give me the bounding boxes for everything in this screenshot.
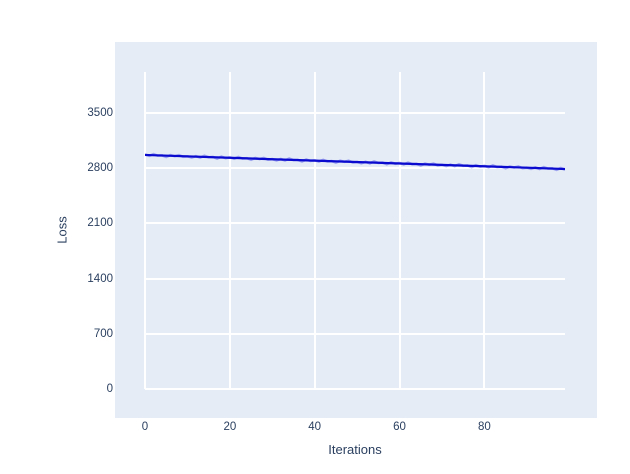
horizontal-gridline	[145, 332, 565, 335]
horizontal-gridline	[145, 112, 565, 114]
horizontal-gridline	[145, 388, 565, 390]
x-tick-label: 20	[223, 421, 237, 433]
vertical-gridline	[313, 72, 316, 389]
y-tick-label: 0	[106, 383, 113, 395]
x-axis-title: Iterations	[328, 442, 382, 457]
x-tick-label: 40	[308, 421, 322, 433]
y-tick-label: 1400	[87, 272, 113, 285]
y-tick-label: 3500	[87, 107, 113, 119]
y-tick-label: 2800	[87, 162, 113, 175]
vertical-gridline	[228, 72, 231, 389]
loss-smoothed-line	[145, 153, 565, 171]
y-tick-label: 2100	[87, 217, 113, 230]
horizontal-gridline	[145, 167, 565, 170]
plot-area[interactable]	[145, 72, 565, 389]
x-tick-label: 80	[477, 421, 491, 433]
grid-layer	[144, 72, 565, 390]
vertical-gridline	[144, 72, 146, 389]
horizontal-gridline	[145, 222, 565, 225]
vertical-gridline	[398, 72, 401, 389]
y-axis-title-text: Loss	[54, 216, 70, 244]
x-tick-label: 0	[141, 421, 149, 433]
vertical-gridline	[483, 72, 486, 389]
y-tick-label: 700	[93, 327, 113, 340]
plot-background	[115, 42, 597, 418]
x-tick-label: 60	[393, 421, 406, 433]
horizontal-gridline	[145, 277, 565, 280]
